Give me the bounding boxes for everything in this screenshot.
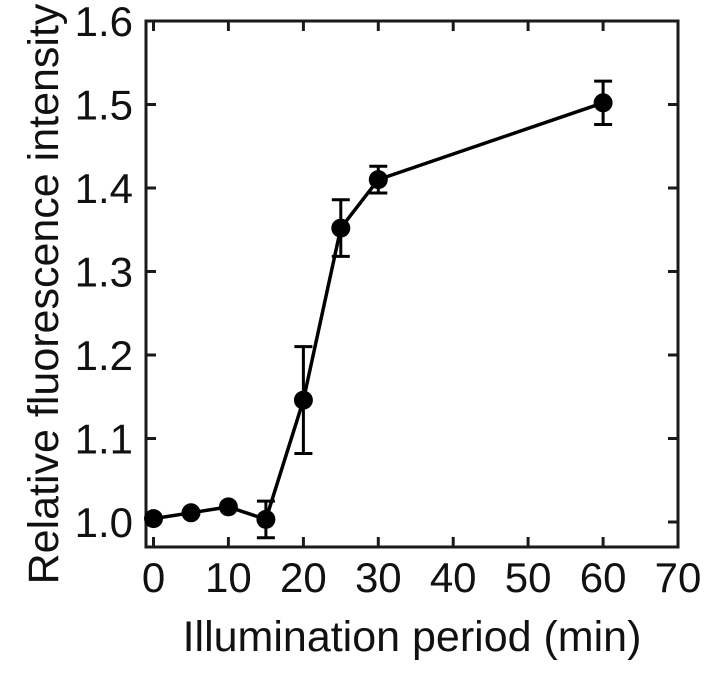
y-tick-label: 1.2 (75, 332, 133, 379)
y-tick-label: 1.3 (75, 249, 133, 296)
plot-frame (144, 19, 680, 549)
x-tick-label: 60 (580, 554, 627, 601)
data-point (181, 503, 201, 523)
y-axis-title: Relative fluorescence intensity (20, 3, 68, 584)
y-tick-label: 1.5 (75, 82, 133, 129)
data-point (593, 93, 613, 113)
data-point (218, 497, 238, 517)
data-point (368, 170, 388, 190)
data-point (256, 509, 276, 529)
x-axis-title: Illumination period (min) (183, 613, 642, 661)
x-tick-label: 0 (142, 554, 165, 601)
x-tick-label: 10 (205, 554, 252, 601)
x-tick-label: 40 (430, 554, 477, 601)
data-point (293, 390, 313, 410)
y-tick-label: 1.6 (75, 0, 133, 45)
x-tick-label: 70 (655, 554, 702, 601)
y-tick-label: 1.0 (75, 499, 133, 546)
y-tick-label: 1.4 (75, 165, 133, 212)
x-tick-label: 30 (355, 554, 402, 601)
x-tick-label: 20 (280, 554, 327, 601)
data-point (144, 509, 163, 529)
x-tick-label: 50 (505, 554, 552, 601)
y-tick-label: 1.1 (75, 416, 133, 463)
data-point (331, 218, 351, 238)
plot-render: 0 10 20 30 40 50 60 70 1.0 1.1 1.2 1.3 1.4 1.5 1.6 (75, 0, 702, 601)
